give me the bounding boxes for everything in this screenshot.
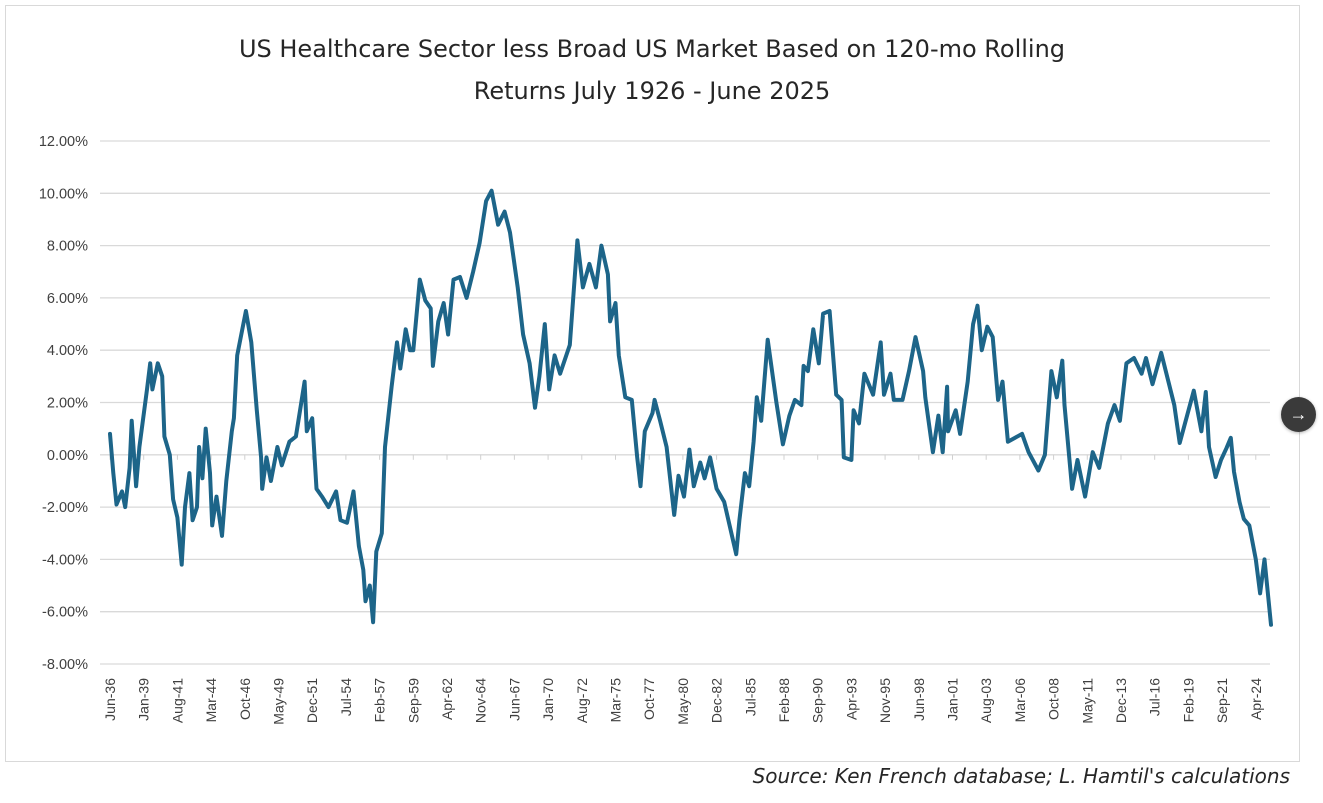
- x-tick-label: Nov-64: [473, 678, 489, 723]
- chart-frame: [5, 5, 1300, 762]
- x-axis-tick-labels: Jun-36 Jan-39 Aug-41 Mar-44 Oct-46 May-49 Dec-…: [102, 678, 1264, 725]
- y-tick-label: 2.00%: [47, 396, 88, 412]
- y-tick-label: 0.00%: [47, 448, 88, 464]
- x-tick-label: Jul-54: [338, 678, 354, 716]
- x-tick-label: Apr-62: [439, 678, 455, 720]
- x-tick-label: May-80: [675, 678, 691, 725]
- x-tick-label: Jan-70: [540, 678, 556, 721]
- x-tick-label: Dec-82: [709, 678, 725, 723]
- x-tick-label: Dec-51: [304, 678, 320, 723]
- y-axis-ticks: 12.00% 10.00% 8.00% 6.00% 4.00% 2.00% 0.00% -2.…: [39, 134, 88, 673]
- next-arrow-button[interactable]: →: [1281, 397, 1316, 432]
- x-tick-label: Apr-24: [1248, 678, 1264, 720]
- x-tick-label: Jan-01: [944, 678, 960, 721]
- series-line: [108, 188, 1273, 627]
- x-tick-label: Jun-36: [102, 678, 118, 721]
- y-tick-label: 8.00%: [47, 239, 88, 255]
- x-tick-label: Oct-08: [1046, 678, 1062, 720]
- x-tick-label: Aug-72: [574, 678, 590, 723]
- x-tick-label: Sep-90: [810, 678, 826, 723]
- x-tick-label: Apr-93: [843, 678, 859, 720]
- arrow-right-icon: →: [1289, 404, 1308, 424]
- x-tick-label: Sep-59: [405, 678, 421, 723]
- x-tick-label: May-49: [270, 678, 286, 725]
- x-tick-label: Oct-46: [237, 678, 253, 720]
- x-tick-label: Feb-88: [776, 678, 792, 723]
- x-tick-label: Oct-77: [641, 678, 657, 720]
- x-tick-label: Feb-19: [1180, 678, 1196, 723]
- y-tick-label: -8.00%: [42, 657, 88, 673]
- y-tick-label: 4.00%: [47, 343, 88, 359]
- x-tick-label: Jul-16: [1147, 678, 1163, 716]
- x-tick-label: Mar-06: [1012, 678, 1028, 723]
- x-tick-label: Jan-39: [136, 678, 152, 721]
- x-tick-label: Sep-21: [1214, 678, 1230, 723]
- y-tick-label: 10.00%: [39, 186, 88, 202]
- y-tick-label: -2.00%: [42, 500, 88, 516]
- x-tick-label: Aug-41: [169, 678, 185, 723]
- x-tick-label: May-11: [1079, 678, 1095, 724]
- gridlines: [100, 140, 1270, 665]
- chart-title: US Healthcare Sector less Broad US Marke…: [239, 35, 1065, 105]
- y-tick-label: -6.00%: [42, 605, 88, 621]
- series-group: [108, 188, 1273, 627]
- x-tick-label: Jun-98: [911, 678, 927, 721]
- x-tick-label: Jun-67: [506, 678, 522, 721]
- chart-title-line-1: US Healthcare Sector less Broad US Marke…: [239, 35, 1065, 63]
- x-tick-label: Mar-75: [607, 678, 623, 723]
- y-tick-label: 12.00%: [39, 134, 88, 150]
- x-tick-label: Mar-44: [203, 678, 219, 723]
- x-tick-label: Jul-85: [742, 678, 758, 716]
- y-tick-label: -4.00%: [42, 552, 88, 568]
- source-note: Source: Ken French database; L. Hamtil's…: [752, 764, 1290, 788]
- x-tick-label: Dec-13: [1113, 678, 1129, 723]
- y-tick-label: 6.00%: [47, 291, 88, 307]
- x-tick-label: Aug-03: [978, 678, 994, 723]
- x-tick-label: Nov-95: [877, 678, 893, 723]
- chart-title-line-2: Returns July 1926 - June 2025: [474, 77, 831, 105]
- x-tick-label: Feb-57: [372, 678, 388, 723]
